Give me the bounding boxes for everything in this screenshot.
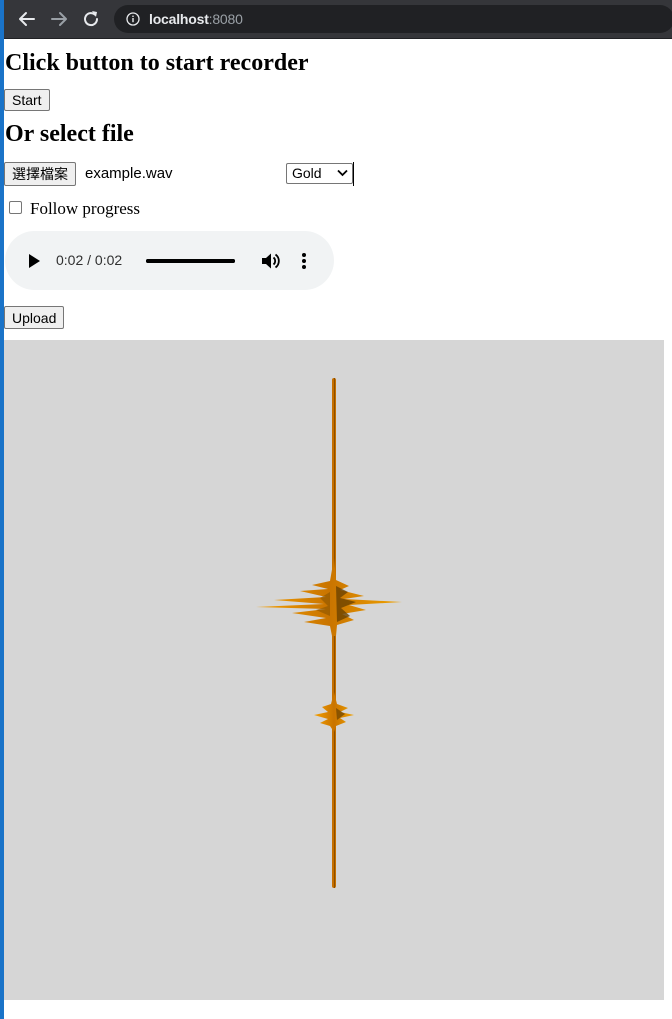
text-cursor bbox=[353, 162, 354, 186]
volume-icon[interactable] bbox=[261, 252, 281, 270]
url-host: localhost bbox=[149, 11, 209, 27]
audio-progress-fill bbox=[146, 259, 235, 263]
back-arrow-icon[interactable] bbox=[16, 8, 38, 30]
audio-progress-slider[interactable] bbox=[146, 259, 235, 263]
reload-icon[interactable] bbox=[80, 8, 102, 30]
color-select-value: Gold bbox=[292, 165, 322, 181]
browser-toolbar: localhost:8080 bbox=[4, 0, 672, 39]
forward-arrow-icon[interactable] bbox=[48, 8, 70, 30]
waveform-burst-main bbox=[256, 558, 402, 636]
follow-progress-label: Follow progress bbox=[30, 199, 141, 218]
waveform-visualization bbox=[256, 378, 402, 888]
play-icon[interactable] bbox=[27, 253, 41, 269]
url-text: localhost:8080 bbox=[149, 11, 243, 27]
address-bar[interactable]: localhost:8080 bbox=[114, 5, 672, 33]
audio-time: 0:02 / 0:02 bbox=[56, 252, 123, 268]
more-options-icon[interactable] bbox=[301, 252, 307, 270]
audio-player: 0:02 / 0:02 bbox=[5, 231, 334, 290]
choose-file-button[interactable]: 選擇檔案 bbox=[4, 162, 76, 186]
page-content: Click button to start recorder Start Or … bbox=[4, 38, 672, 1019]
record-heading: Click button to start recorder bbox=[5, 50, 309, 76]
start-button[interactable]: Start bbox=[4, 89, 50, 111]
chevron-down-icon bbox=[337, 169, 348, 177]
color-select[interactable]: Gold bbox=[286, 163, 353, 184]
window-edge-accent bbox=[0, 0, 4, 1019]
info-icon[interactable] bbox=[126, 12, 140, 26]
waveform-burst-small bbox=[314, 692, 354, 732]
waveform-canvas[interactable] bbox=[4, 340, 664, 1000]
upload-button[interactable]: Upload bbox=[4, 306, 65, 329]
select-file-heading: Or select file bbox=[5, 121, 134, 147]
selected-file-name: example.wav bbox=[85, 165, 173, 182]
follow-progress-checkbox[interactable] bbox=[9, 201, 22, 214]
url-port: :8080 bbox=[208, 11, 243, 27]
